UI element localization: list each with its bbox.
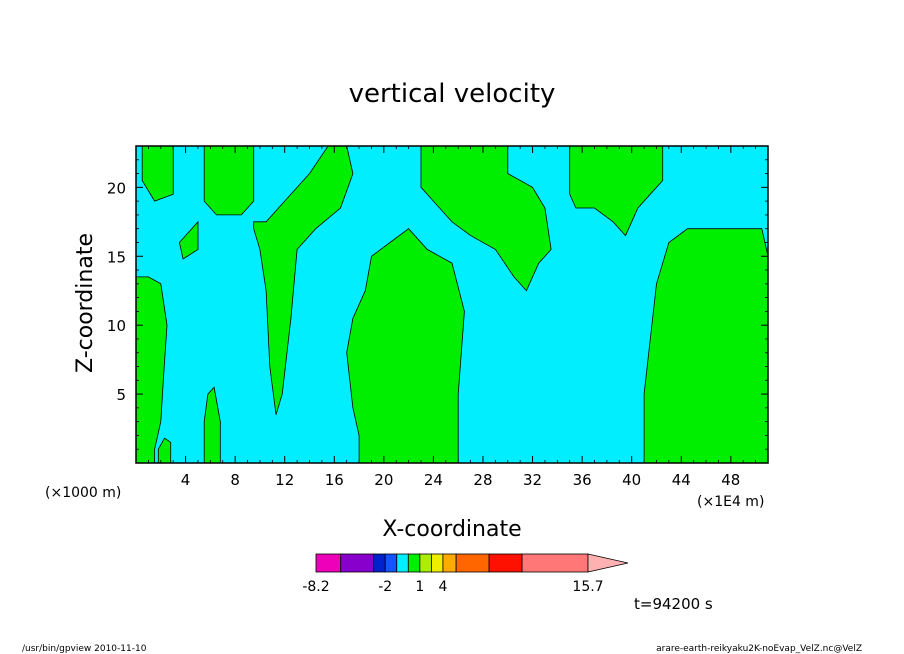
colorbar-swatch <box>373 553 386 573</box>
plot-frame <box>135 145 769 464</box>
colorbar-swatch <box>340 553 375 573</box>
x-tick-label: 4 <box>181 471 191 489</box>
colorbar-swatch <box>419 553 432 573</box>
x-tick-label: 40 <box>622 471 641 489</box>
colorbar-swatch <box>315 553 342 573</box>
colorbar-swatch <box>455 553 490 573</box>
colorbar-swatch <box>430 553 444 573</box>
x-tick-label: 8 <box>230 471 240 489</box>
colorbar-swatch <box>442 553 457 573</box>
colorbar-arrow <box>587 553 629 573</box>
contour-region-right-block <box>643 228 769 464</box>
colorbar-label: 15.7 <box>572 579 603 595</box>
time-label: t=94200 s <box>634 595 713 613</box>
colorbar-swatch <box>488 553 523 573</box>
footer-left: /usr/bin/gpview 2010-11-10 <box>22 644 147 654</box>
colorbar-swatch <box>407 553 421 573</box>
footer-right: arare-earth-reikyaku2K-noEvap_VelZ.nc@Ve… <box>656 644 862 654</box>
x-tick-label: 20 <box>374 471 393 489</box>
x-tick-label: 16 <box>325 471 344 489</box>
colorbar: -8.2 -2 1 4 15.7 <box>302 553 629 595</box>
chart-title: vertical velocity <box>349 79 556 109</box>
colorbar-label: 4 <box>438 579 447 595</box>
x-tick-label: 24 <box>424 471 443 489</box>
contour-region-top-mid-left-lobe <box>203 145 255 216</box>
colorbar-label: -8.2 <box>302 579 329 595</box>
contour-region-mid-finger <box>253 145 354 415</box>
x-unit-right: (×1E4 m) <box>697 494 764 510</box>
contour-region-small-blob <box>178 220 199 260</box>
x-tick-label: 44 <box>672 471 691 489</box>
x-tick-label: 48 <box>721 471 740 489</box>
y-tick-label: 10 <box>107 317 126 335</box>
colorbar-swatch <box>521 553 589 573</box>
colorbar-label: -2 <box>378 579 392 595</box>
x-tick-label: 28 <box>473 471 492 489</box>
x-tick-label: 32 <box>523 471 542 489</box>
y-axis-label: Z-coordinate <box>73 233 98 373</box>
x-tick-label: 12 <box>275 471 294 489</box>
y-tick-label: 15 <box>107 248 126 266</box>
y-tick-label: 5 <box>116 386 126 404</box>
colorbar-swatch <box>384 553 398 573</box>
contour-region-left-strip <box>135 276 168 464</box>
y-tick-label: 20 <box>107 179 126 197</box>
x-tick-label: 36 <box>573 471 592 489</box>
contour-region-center-column <box>346 228 465 464</box>
colorbar-swatch <box>396 553 409 573</box>
contour-region-upper-right <box>569 145 664 237</box>
x-axis-label: X-coordinate <box>382 517 521 542</box>
contour-region-upper-center-right <box>420 145 552 292</box>
colorbar-label: 1 <box>415 579 424 595</box>
x-unit-left: (×1000 m) <box>45 485 121 501</box>
